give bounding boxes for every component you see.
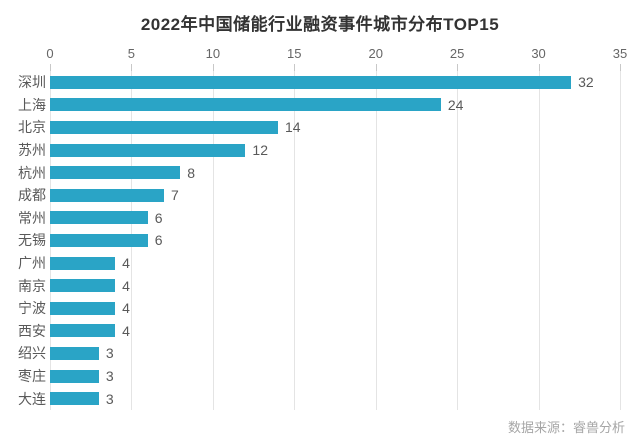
plot-area: 32 24 14 12 8 7 6 6 4 4 4 4 3 3 3 xyxy=(50,64,621,410)
bar xyxy=(50,120,278,134)
value-label: 7 xyxy=(171,187,179,204)
axis-tick xyxy=(457,64,459,71)
bar xyxy=(50,279,116,293)
value-label: 3 xyxy=(105,390,114,407)
bar-row: 3 xyxy=(50,387,620,410)
category-label: 广州 xyxy=(18,255,46,272)
category-label: 绍兴 xyxy=(18,345,46,362)
x-axis-tick-label: 10 xyxy=(205,46,221,61)
x-axis-tick-label: 15 xyxy=(287,46,302,61)
bar-row: 14 xyxy=(50,116,620,139)
value-label: 3 xyxy=(105,368,114,385)
bar-row: 3 xyxy=(50,365,620,388)
category-label: 北京 xyxy=(18,119,46,136)
gridline xyxy=(538,71,540,410)
axis-tick xyxy=(620,64,621,71)
x-axis-tick-label: 20 xyxy=(368,46,383,61)
bar xyxy=(50,211,148,225)
bar-row: 32 xyxy=(50,71,620,94)
category-label: 成都 xyxy=(18,187,46,204)
bar xyxy=(50,98,441,112)
category-label: 深圳 xyxy=(18,74,46,91)
axis-tick xyxy=(538,64,540,71)
value-label: 4 xyxy=(122,300,130,317)
category-label: 南京 xyxy=(18,277,46,294)
bar-row: 4 xyxy=(50,252,620,275)
axis-tick xyxy=(294,64,296,71)
bars: 32 24 14 12 8 7 6 6 4 4 4 4 3 3 3 xyxy=(50,71,620,410)
bar xyxy=(50,188,164,202)
category-label: 枣庄 xyxy=(18,368,46,385)
category-label: 无锡 xyxy=(18,232,46,249)
bar-row: 3 xyxy=(50,342,620,365)
bar xyxy=(50,301,116,315)
value-label: 8 xyxy=(187,164,196,181)
value-label: 3 xyxy=(105,345,114,362)
data-source-caption: 数据来源：睿兽分析 xyxy=(507,420,625,435)
value-label: 6 xyxy=(154,232,163,249)
axis-tick xyxy=(131,64,133,71)
value-label: 14 xyxy=(285,119,301,136)
gridline xyxy=(457,71,459,410)
category-label: 常州 xyxy=(18,209,46,226)
value-label: 32 xyxy=(578,74,594,91)
value-label: 4 xyxy=(122,322,130,339)
category-label: 西安 xyxy=(18,322,46,339)
category-labels: 深圳上海北京苏州杭州成都常州无锡广州南京宁波西安绍兴枣庄大连 xyxy=(0,71,46,410)
bar xyxy=(50,324,116,338)
bar-row: 6 xyxy=(50,229,620,252)
bar-row: 4 xyxy=(50,320,620,343)
bar-row: 6 xyxy=(50,207,620,230)
bar xyxy=(50,346,99,360)
x-axis-tick-label: 30 xyxy=(531,46,546,61)
category-label: 宁波 xyxy=(18,300,46,317)
gridline xyxy=(620,71,621,410)
value-label: 4 xyxy=(122,255,130,272)
bar xyxy=(50,392,99,406)
axis-tick xyxy=(50,64,51,71)
gridline xyxy=(375,71,377,410)
bar xyxy=(50,166,181,180)
x-axis-tick-label: 25 xyxy=(449,46,465,61)
x-axis-tick-label: 0 xyxy=(46,46,54,61)
bar-row: 24 xyxy=(50,94,620,117)
bar-row: 7 xyxy=(50,184,620,207)
bar-row: 4 xyxy=(50,297,620,320)
value-label: 12 xyxy=(252,142,268,159)
category-label: 苏州 xyxy=(18,142,46,159)
gridline xyxy=(212,71,214,410)
x-axis-tick-label: 5 xyxy=(127,46,136,61)
category-label: 杭州 xyxy=(18,164,46,181)
value-label: 6 xyxy=(154,209,163,226)
bar-row: 4 xyxy=(50,274,620,297)
x-axis-tick-label: 35 xyxy=(612,46,628,61)
bar xyxy=(50,369,99,383)
axis-tick xyxy=(212,64,214,71)
x-axis: 0 5 10 15 20 25 30 35 xyxy=(46,46,627,62)
bar-row: 12 xyxy=(50,139,620,162)
chart-title: 2022年中国储能行业融资事件城市分布TOP15 xyxy=(140,15,500,34)
category-label: 上海 xyxy=(18,96,46,113)
bar xyxy=(50,233,148,247)
axis-tick xyxy=(375,64,377,71)
category-label: 大连 xyxy=(18,390,46,407)
bar-row: 8 xyxy=(50,161,620,184)
bar xyxy=(50,256,116,270)
value-label: 24 xyxy=(447,96,464,113)
value-label: 4 xyxy=(122,277,130,294)
gridline xyxy=(294,71,296,410)
bar xyxy=(50,75,572,89)
bar xyxy=(50,143,246,157)
